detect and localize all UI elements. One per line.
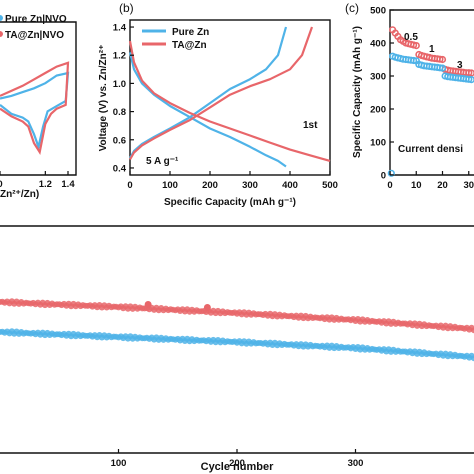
panel-d-xtick-label-100: 100 <box>111 458 127 469</box>
panel-a-xtick-label-1-4: 1.4 <box>61 179 75 190</box>
panel-b-ytick-label-1-4: 1.4 <box>113 23 127 34</box>
panel-b-ytick-label-1-0: 1.0 <box>113 79 126 90</box>
panel-b-xtick-label-400: 400 <box>282 180 298 191</box>
panel-a-frame <box>0 21 77 176</box>
panel-a-xlabel: Zn²⁺/Zn) <box>0 189 39 200</box>
panel-c-ylabel: Specific Capacity (mAh g⁻¹) <box>352 26 363 158</box>
panel-c-xtick-label-20: 20 <box>437 180 448 191</box>
panel-b-annotation-rate: 5 A g⁻¹ <box>146 156 179 167</box>
panel-c-xtick-label-0: 0 <box>387 180 392 191</box>
panel-c-xtick-label-30: 30 <box>463 180 474 191</box>
panel-c-point-pure-zn-8 <box>410 56 418 65</box>
panel-b-xtick-label-300: 300 <box>242 180 258 191</box>
panel-c-frame <box>389 9 474 176</box>
panel-d-outlier-1 <box>144 301 152 308</box>
panel-d-point-pure-zn-400 <box>471 355 474 362</box>
panel-b-xtick-label-500: 500 <box>322 180 338 191</box>
panel-a-xtick-label-0: 0 <box>0 179 3 190</box>
panel-b-xlabel: Specific Capacity (mAh g⁻¹) <box>164 197 296 208</box>
panel-b-label: (b) <box>119 1 134 15</box>
panel-c-point-start-0 <box>387 169 395 177</box>
panel-c-annotation-1: 1 <box>429 44 435 55</box>
panel-c-point-ta-zn-9 <box>412 41 420 50</box>
panel-a-series <box>0 61 70 156</box>
panel-b: (b) 0 100 200 300 400 500 0.4 0.6 0.8 1.0 1.2 1.4 S… <box>98 1 338 208</box>
panel-c-label: (c) <box>345 1 359 15</box>
panel-c-annotation-current-density: Current densi <box>398 144 463 155</box>
panel-c-point-pure-zn-30 <box>467 76 474 84</box>
panel-a-series-ta-zn-nvo <box>0 61 70 156</box>
panel-c-point-pure-zn-29 <box>465 75 473 83</box>
panel-c-ticks: 0 100 200 300 400 500 0 10 20 30 <box>370 6 474 192</box>
panel-b-curve-pure-zn-0 <box>128 52 287 168</box>
panel-c-point-ta-zn-18 <box>436 55 444 63</box>
panel-b-ytick-label-0-4: 0.4 <box>113 163 127 174</box>
panel-c-series <box>387 26 474 177</box>
panel-d-series <box>0 298 474 362</box>
panel-c-xtick-label-10: 10 <box>411 180 422 191</box>
panel-b-ytick-label-1-2: 1.2 <box>113 51 126 62</box>
panel-d-xlabel: Cycle number <box>201 461 274 473</box>
legend-label-pure-zn-nvo: Pure Zn|NVO <box>5 14 67 25</box>
panel-c-annotation-0-5: 0.5 <box>404 32 418 43</box>
panel-c-ytick-label-0: 0 <box>381 171 386 182</box>
panel-c-ytick-label-200: 200 <box>370 105 386 116</box>
panel-b-xtick-label-100: 100 <box>162 180 178 191</box>
panel-b-frame <box>129 19 331 176</box>
panel-c-ytick-label-500: 500 <box>370 6 386 17</box>
panel-c-point-ta-zn-19 <box>438 55 447 64</box>
panel-b-curve-ta-zn-3 <box>129 26 314 161</box>
panel-d-outlier-2 <box>203 304 211 311</box>
panel-a-ticks: 0 1.2 1.4 <box>0 171 75 190</box>
panel-d-point-ta-zn-400 <box>471 327 474 334</box>
legend-label-ta-zn-nvo: TA@Zn|NVO <box>5 30 64 41</box>
panel-c-ytick-label-100: 100 <box>370 138 386 149</box>
panel-b-series <box>128 26 331 168</box>
panel-c-point-pure-zn-18 <box>436 64 444 72</box>
panel-a: 0 1.2 1.4 Zn²⁺/Zn) Pure Zn|NVO TA@Zn|NVO <box>0 14 77 200</box>
panel-a-legend: Pure Zn|NVO TA@Zn|NVO <box>0 14 67 41</box>
legend-marker-ta-zn-nvo <box>0 31 3 37</box>
legend-label-ta-zn: TA@Zn <box>172 40 207 51</box>
legend-label-pure-zn: Pure Zn <box>172 27 209 38</box>
panel-c: (c) 0 100 200 300 400 500 0 10 20 30 Specific Cap… <box>345 1 474 191</box>
panel-d-xtick-label-200: 200 <box>229 458 245 469</box>
panel-c-annotation-3: 3 <box>457 60 463 71</box>
panel-b-curve-ta-zn-2 <box>128 40 331 162</box>
panel-d-xtick-label-300: 300 <box>348 458 364 469</box>
panel-c-ytick-label-400: 400 <box>370 39 386 50</box>
panel-c-point-ta-zn-30 <box>467 69 474 77</box>
panel-b-ytick-label-0-6: 0.6 <box>113 135 126 146</box>
panel-c-ytick-label-300: 300 <box>370 72 386 83</box>
panel-b-legend: Pure Zn TA@Zn <box>142 27 209 51</box>
panel-d: 100 200 300 Cycle number <box>0 225 474 473</box>
panel-a-xtick-label-1-2: 1.2 <box>39 179 52 190</box>
panel-b-annotation-cycle: 1st <box>303 120 318 131</box>
panel-b-ytick-label-0-8: 0.8 <box>113 107 126 118</box>
panel-b-xtick-label-200: 200 <box>202 180 218 191</box>
legend-marker-pure-zn-nvo <box>0 15 3 21</box>
panel-c-point-pure-zn-19 <box>438 64 447 72</box>
panel-b-xtick-label-0: 0 <box>127 180 132 191</box>
panel-d-ticks: 100 200 300 <box>111 449 364 469</box>
panel-a-series-pure-zn-nvo <box>0 71 70 151</box>
panel-b-ylabel: Voltage (V) vs. Zn/Zn²⁺ <box>98 45 109 152</box>
panel-c-point-ta-zn-29 <box>465 69 473 77</box>
panel-b-ticks: 0 100 200 300 400 500 0.4 0.6 0.8 1.0 1.2 1.4 <box>113 23 338 191</box>
